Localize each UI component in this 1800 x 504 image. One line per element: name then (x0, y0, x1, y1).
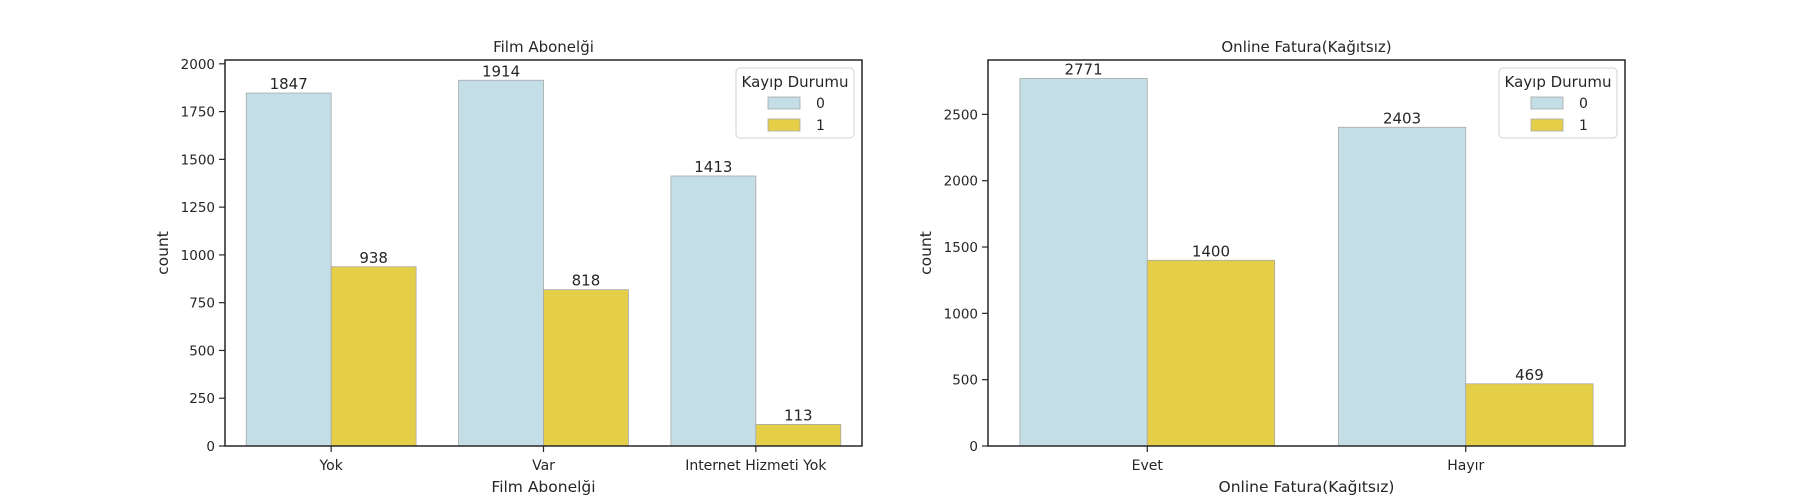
data-label: 1400 (1192, 242, 1230, 260)
data-label: 113 (784, 406, 813, 424)
data-label: 938 (359, 249, 388, 267)
bar-yok-series-0 (245, 92, 332, 447)
chart-title: Online Fatura(Kağıtsız) (1221, 38, 1391, 56)
bar-evet-series-0 (1019, 78, 1148, 447)
legend-swatch-1 (767, 118, 801, 132)
bar-evet-series-1 (1146, 259, 1276, 447)
legend-swatch-1 (1530, 118, 1564, 132)
bar-internet-hizmeti-yok-series-0 (670, 175, 757, 447)
y-tick-label: 2000 (181, 57, 215, 73)
data-label: 469 (1515, 366, 1544, 384)
chart-title: Film Abonelği (493, 38, 594, 56)
y-tick-label: 250 (189, 391, 215, 407)
y-tick-label: 1250 (181, 200, 215, 216)
y-tick-label: 2500 (944, 107, 978, 123)
legend-label-1: 1 (1579, 118, 1588, 134)
legend-label-0: 0 (1579, 96, 1588, 112)
x-tick-label: Evet (1132, 458, 1164, 474)
x-tick-label: Hayır (1447, 458, 1484, 474)
x-tick-label: Var (532, 458, 555, 474)
bar-yok-series-1 (330, 266, 417, 447)
y-tick-label: 500 (189, 343, 215, 359)
bar-var-series-0 (458, 79, 544, 447)
legend-label-0: 0 (816, 96, 825, 112)
y-axis-label: count (917, 231, 935, 275)
y-tick-label: 1500 (944, 240, 978, 256)
legend-swatch-0 (1530, 96, 1564, 110)
y-tick-label: 0 (206, 439, 215, 455)
bar-internet-hizmeti-yok-series-1 (755, 424, 842, 447)
y-axis-label: count (154, 231, 172, 275)
bar-hay-r-series-1 (1465, 383, 1594, 447)
y-tick-label: 0 (969, 439, 978, 455)
y-tick-label: 500 (952, 373, 978, 389)
y-tick-label: 1500 (181, 152, 215, 168)
data-label: 1847 (270, 75, 308, 93)
legend: Kayıp Durumu 0 1 (1498, 67, 1618, 139)
data-label: 818 (572, 272, 601, 290)
x-tick-label: Internet Hizmeti Yok (685, 458, 827, 474)
legend-title: Kayıp Durumu (742, 73, 849, 91)
y-tick-label: 750 (189, 296, 215, 312)
data-label: 2771 (1064, 60, 1102, 78)
x-axis-label: Film Abonelği (491, 478, 595, 496)
axes-frame (987, 59, 1626, 447)
bar-var-series-1 (543, 289, 629, 447)
chart-panel-2: 2771 2403 1400 469 0 500 1000 1500 2000 2500 Evet H… (917, 38, 1626, 496)
y-tick-label: 1750 (181, 105, 215, 121)
legend-swatch-0 (767, 96, 801, 110)
bar-hay-r-series-0 (1337, 126, 1467, 447)
y-tick-label: 2000 (944, 174, 978, 190)
y-tick-label: 1000 (181, 248, 215, 264)
x-tick-label: Yok (318, 458, 343, 474)
data-label: 2403 (1383, 109, 1421, 127)
data-label: 1914 (482, 62, 520, 80)
x-axis-label: Online Fatura(Kağıtsız) (1219, 478, 1395, 496)
y-tick-label: 1000 (944, 306, 978, 322)
legend: Kayıp Durumu 0 1 (735, 67, 855, 139)
legend-title: Kayıp Durumu (1505, 73, 1612, 91)
legend-label-1: 1 (816, 118, 825, 134)
chart-panel-1: 1847 1914 1413 938 818 113 0 250 500 750 1000 1250 1… (154, 38, 863, 496)
data-label: 1413 (694, 158, 732, 176)
